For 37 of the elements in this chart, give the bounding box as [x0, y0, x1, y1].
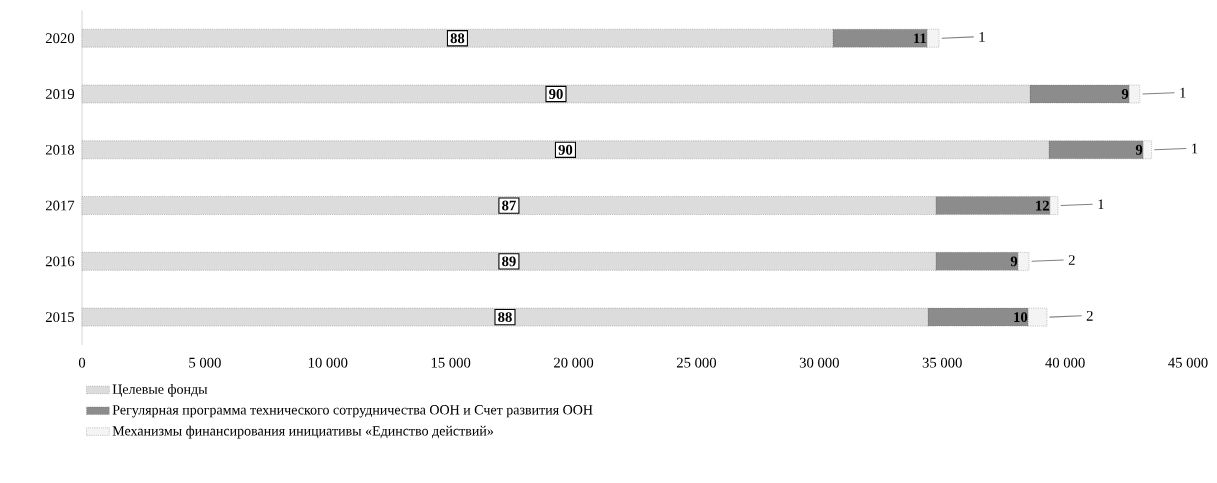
annotation: 88: [450, 33, 465, 44]
legend-label: Целевые фонды: [112, 384, 208, 397]
y-tick-label: 2018: [45, 144, 75, 155]
y-tick-label: 2016: [45, 256, 75, 267]
x-tick-label: 45 000: [1168, 357, 1208, 368]
annotation: 10: [1014, 312, 1028, 323]
y-tick-label: 2015: [45, 312, 75, 323]
x-tick-label: 25 000: [676, 357, 717, 368]
annotation: 89: [502, 256, 516, 267]
x-tick-label: 40 000: [1045, 357, 1085, 368]
annotation: 2: [1086, 310, 1093, 321]
annotation: 1: [1180, 87, 1186, 98]
annotation: 87: [502, 200, 516, 211]
y-tick-label: 2017: [45, 200, 75, 211]
y-tick-label: 2019: [45, 89, 75, 99]
x-tick-label: 10 000: [308, 357, 348, 368]
annotation: 9: [1121, 89, 1129, 99]
annotation: 90: [558, 144, 573, 155]
annotation: 1: [1098, 199, 1104, 210]
annotation: 11: [914, 33, 926, 44]
annotation: 2: [1068, 255, 1075, 265]
annotation: 9: [1010, 256, 1018, 267]
x-tick-label: 0: [78, 357, 86, 368]
y-tick-label: 2020: [45, 33, 75, 44]
annotation: 1: [1192, 143, 1198, 154]
annotation: 9: [1135, 144, 1143, 155]
x-tick-label: 35 000: [922, 357, 962, 368]
legend-label: Механизмы финансирования инициативы «Единство действий»: [112, 425, 494, 439]
annotation: 88: [498, 312, 512, 323]
annotation: 1: [979, 32, 985, 42]
x-tick-label: 15 000: [431, 357, 471, 368]
x-tick-label: 30 000: [799, 357, 839, 368]
annotation: 12: [1036, 200, 1049, 211]
x-tick-label: 20 000: [554, 357, 594, 368]
annotation: 90: [549, 89, 563, 99]
x-tick-label: 5 000: [189, 357, 221, 368]
legend-label: Регулярная программа технического сотрудничества ООН и Счет развития ООН: [112, 405, 593, 418]
